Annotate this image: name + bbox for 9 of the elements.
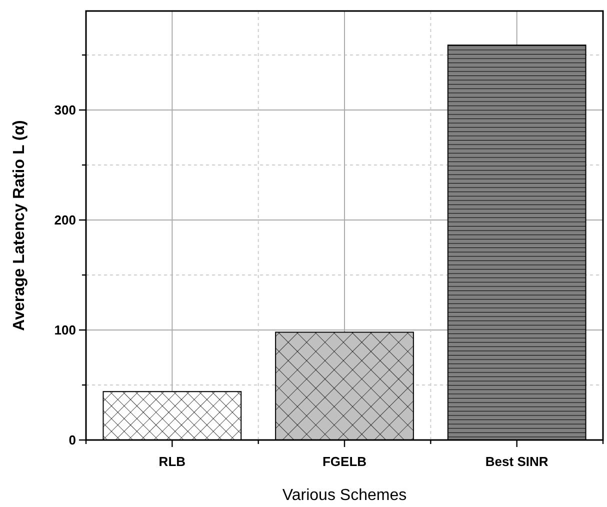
y-axis-title: Average Latency Ratio L (α) (11, 120, 28, 331)
x-tick-label: FGELB (322, 454, 367, 469)
y-tick-label: 200 (54, 212, 76, 228)
y-tick-label: 0 (68, 432, 76, 448)
y-tick-label: 100 (54, 322, 76, 338)
x-tick-label: Best SINR (485, 454, 549, 469)
x-axis-title: Various Schemes (282, 487, 407, 504)
y-tick-label: 300 (54, 102, 76, 118)
x-tick-label: RLB (158, 454, 186, 469)
